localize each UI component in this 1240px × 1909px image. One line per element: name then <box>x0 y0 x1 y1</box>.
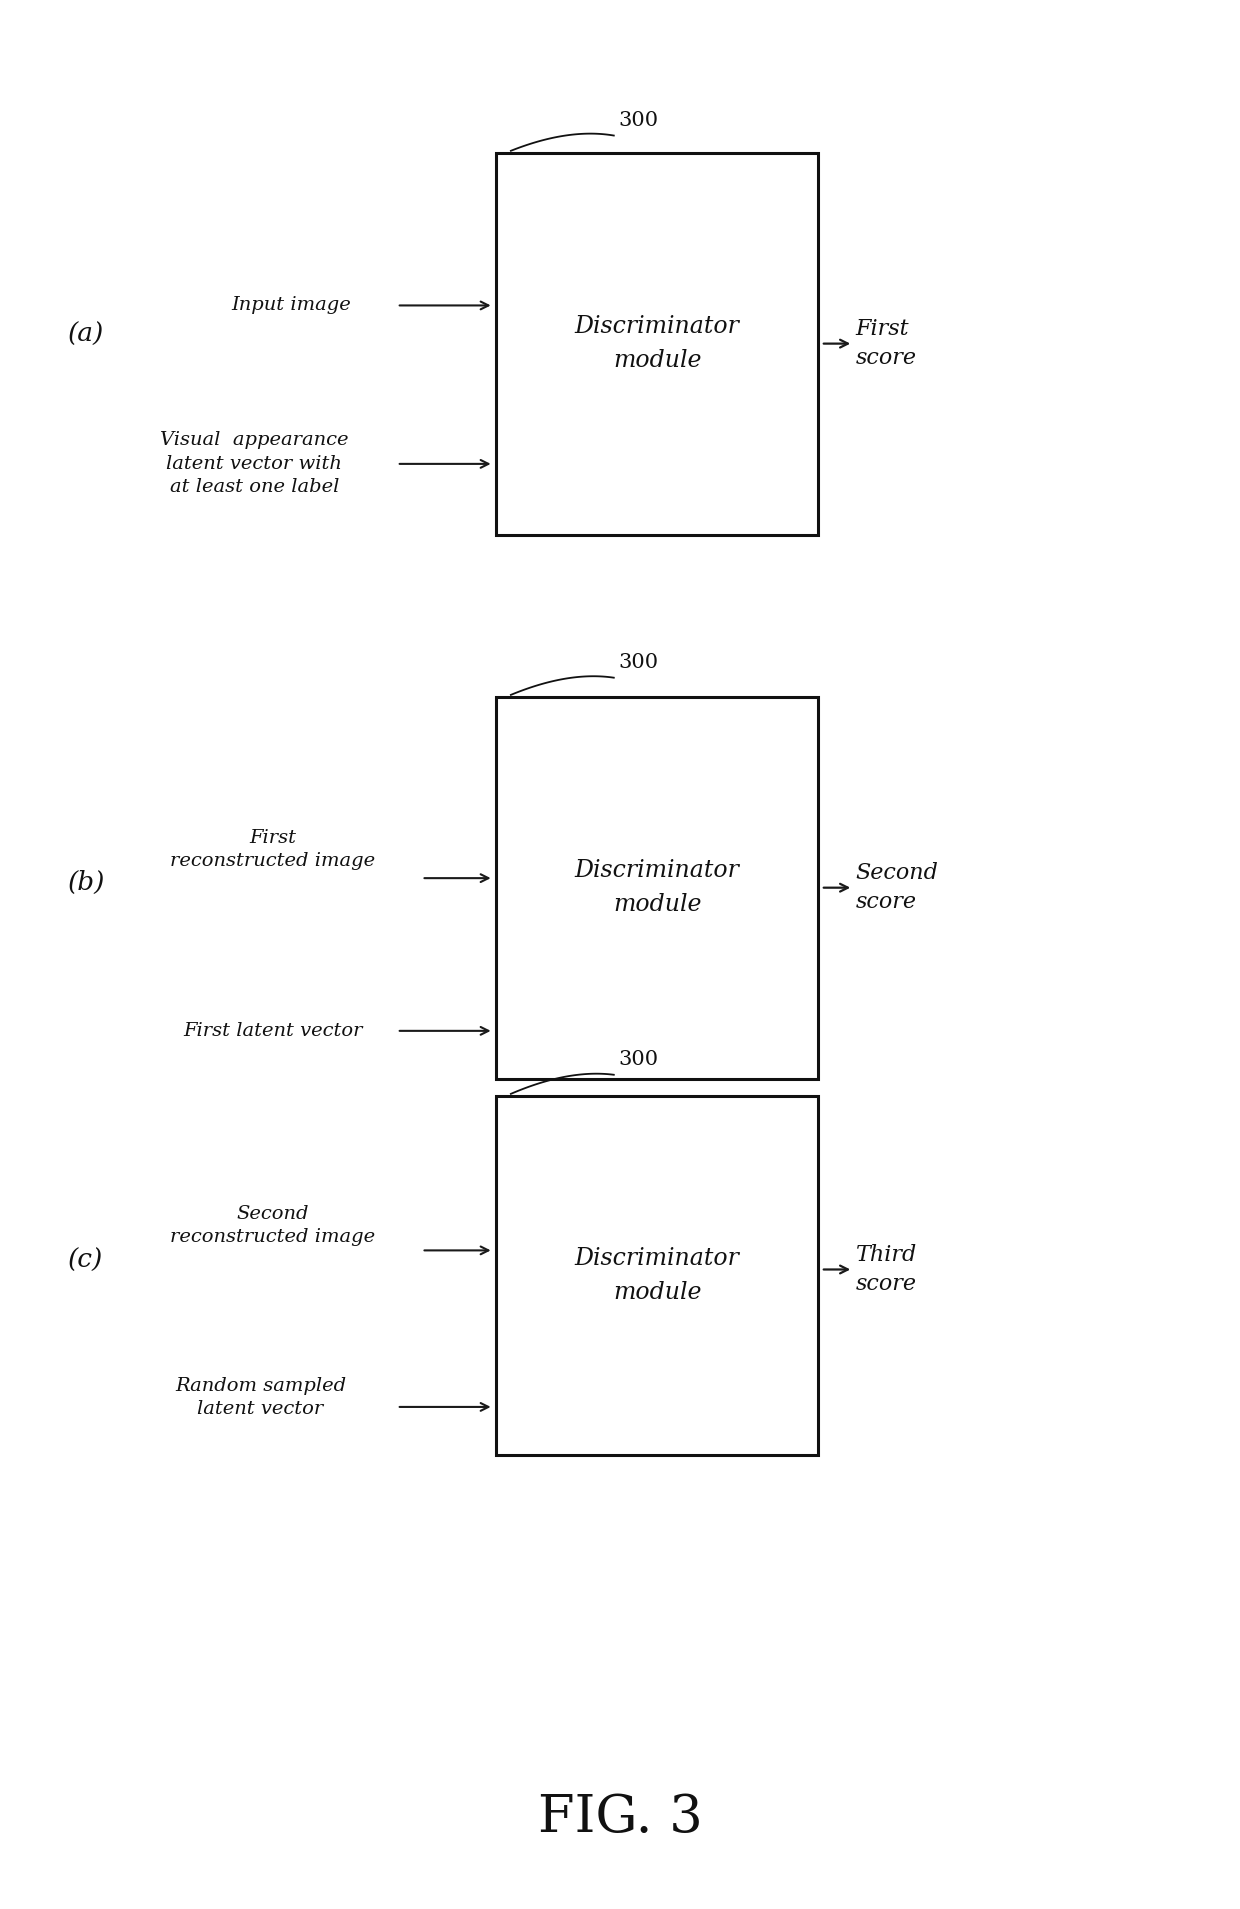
Text: First latent vector: First latent vector <box>184 1021 362 1040</box>
Text: First
score: First score <box>856 319 916 368</box>
Bar <box>496 153 818 535</box>
Text: (a): (a) <box>68 321 104 347</box>
Text: Second
score: Second score <box>856 863 939 913</box>
Text: 300: 300 <box>619 111 658 130</box>
Text: FIG. 3: FIG. 3 <box>538 1793 702 1842</box>
Text: 300: 300 <box>619 1050 658 1069</box>
Bar <box>496 697 818 1079</box>
Text: 300: 300 <box>619 653 658 672</box>
Bar <box>496 1096 818 1455</box>
Text: First
reconstructed image: First reconstructed image <box>170 829 376 871</box>
Text: Random sampled
latent vector: Random sampled latent vector <box>175 1376 346 1418</box>
Text: Discriminator
module: Discriminator module <box>575 315 739 372</box>
Text: Discriminator
module: Discriminator module <box>575 1247 739 1304</box>
Text: Discriminator
module: Discriminator module <box>575 859 739 916</box>
Text: Third
score: Third score <box>856 1245 916 1294</box>
Text: Second
reconstructed image: Second reconstructed image <box>170 1205 376 1247</box>
Text: (c): (c) <box>68 1247 103 1273</box>
Text: Visual  appearance
latent vector with
at least one label: Visual appearance latent vector with at … <box>160 431 348 496</box>
Text: Input image: Input image <box>232 296 351 315</box>
Text: (b): (b) <box>68 869 105 895</box>
